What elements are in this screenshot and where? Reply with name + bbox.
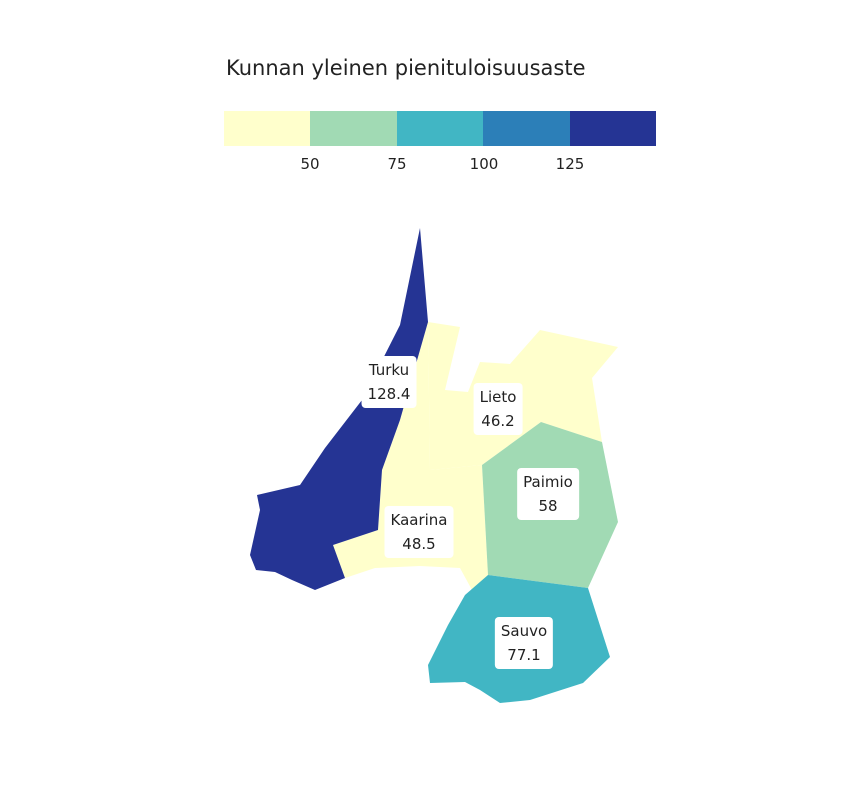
label-sauvo-value: 77.1 (507, 646, 541, 664)
legend-tick-100: 100 (469, 155, 499, 173)
label-sauvo: Sauvo 77.1 (494, 617, 554, 669)
label-kaarina-value: 48.5 (402, 535, 436, 553)
legend-swatch-3 (396, 111, 484, 146)
legend-swatch-2 (310, 111, 397, 146)
legend-swatch-1 (224, 111, 311, 146)
label-paimio: Paimio 58 (517, 468, 579, 520)
legend-swatch-4 (483, 111, 570, 146)
legend-tick-75: 75 (387, 155, 407, 173)
label-turku: Turku 128.4 (361, 356, 417, 408)
label-turku-name: Turku (368, 361, 410, 379)
label-lieto: Lieto 46.2 (473, 383, 523, 435)
legend-tick-125: 125 (555, 155, 585, 173)
legend-tick-50: 50 (300, 155, 320, 173)
label-sauvo-name: Sauvo (500, 622, 548, 640)
label-paimio-name: Paimio (523, 473, 573, 491)
region-turku[interactable] (250, 228, 428, 590)
label-kaarina-name: Kaarina (390, 511, 448, 529)
legend-title: Kunnan yleinen pienituloisuusaste (226, 56, 586, 80)
label-lieto-name: Lieto (479, 388, 517, 406)
legend-swatch-5 (569, 111, 657, 146)
label-paimio-value: 58 (538, 497, 558, 515)
legend-colorbar (224, 111, 657, 146)
label-turku-value: 128.4 (367, 385, 411, 403)
label-kaarina: Kaarina 48.5 (384, 506, 454, 558)
label-lieto-value: 46.2 (481, 412, 515, 430)
